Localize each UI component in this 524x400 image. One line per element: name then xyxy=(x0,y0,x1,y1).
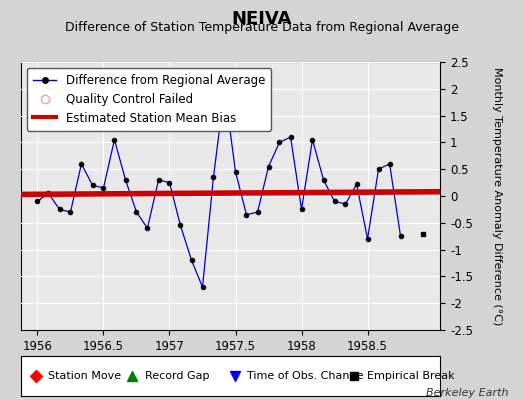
Difference from Regional Average xyxy=(354,182,360,187)
Difference from Regional Average xyxy=(34,199,40,204)
Difference from Regional Average xyxy=(156,178,162,182)
Difference from Regional Average xyxy=(45,191,51,196)
Difference from Regional Average xyxy=(78,162,84,166)
Difference from Regional Average xyxy=(57,207,63,212)
Difference from Regional Average xyxy=(90,183,96,188)
Text: Empirical Break: Empirical Break xyxy=(367,371,454,381)
Difference from Regional Average xyxy=(133,210,139,214)
Difference from Regional Average xyxy=(364,236,370,241)
Difference from Regional Average xyxy=(309,137,315,142)
Difference from Regional Average xyxy=(177,223,183,228)
Difference from Regional Average xyxy=(166,180,172,185)
Y-axis label: Monthly Temperature Anomaly Difference (°C): Monthly Temperature Anomaly Difference (… xyxy=(493,67,503,325)
Difference from Regional Average xyxy=(276,140,282,145)
Difference from Regional Average xyxy=(67,210,73,214)
Difference from Regional Average xyxy=(123,178,129,182)
Difference from Regional Average xyxy=(375,167,381,172)
Difference from Regional Average xyxy=(144,226,150,230)
Difference from Regional Average xyxy=(199,285,205,290)
Text: Record Gap: Record Gap xyxy=(145,371,209,381)
Text: Station Move: Station Move xyxy=(48,371,122,381)
Difference from Regional Average xyxy=(265,164,271,169)
Difference from Regional Average xyxy=(222,86,228,91)
Difference from Regional Average xyxy=(331,199,337,204)
Difference from Regional Average xyxy=(298,207,304,212)
Difference from Regional Average xyxy=(288,135,294,140)
Line: Difference from Regional Average: Difference from Regional Average xyxy=(35,86,403,290)
Text: NEIVA: NEIVA xyxy=(232,10,292,28)
Legend: Difference from Regional Average, Quality Control Failed, Estimated Station Mean: Difference from Regional Average, Qualit… xyxy=(27,68,271,130)
Difference from Regional Average xyxy=(232,170,238,174)
Difference from Regional Average xyxy=(243,212,249,217)
Difference from Regional Average xyxy=(386,162,392,166)
Difference from Regional Average xyxy=(210,175,216,180)
Text: Time of Obs. Change: Time of Obs. Change xyxy=(247,371,364,381)
Difference from Regional Average xyxy=(321,178,327,182)
Difference from Regional Average xyxy=(189,258,195,263)
Difference from Regional Average xyxy=(111,137,117,142)
Difference from Regional Average xyxy=(255,210,261,214)
Difference from Regional Average xyxy=(100,186,106,190)
Text: Difference of Station Temperature Data from Regional Average: Difference of Station Temperature Data f… xyxy=(65,21,459,34)
Difference from Regional Average xyxy=(342,202,348,206)
Difference from Regional Average xyxy=(397,234,403,238)
Text: Berkeley Earth: Berkeley Earth xyxy=(426,388,508,398)
